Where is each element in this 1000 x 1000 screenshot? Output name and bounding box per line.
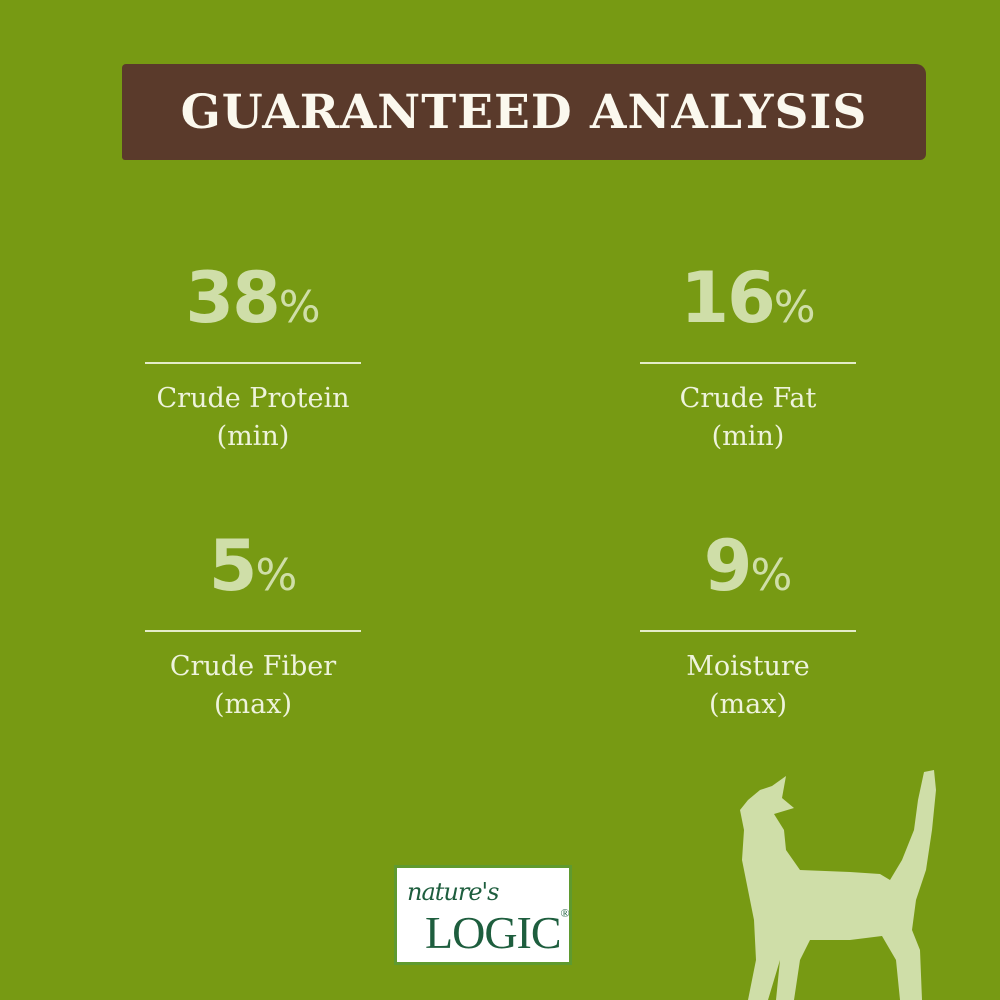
stat-qualifier: (min) (711, 421, 785, 452)
stat-qualifier: (max) (214, 689, 292, 720)
page-title: GUARANTEED ANALYSIS (180, 84, 868, 140)
divider (640, 362, 856, 364)
stat-value: 38% (185, 257, 321, 339)
stat-label: Crude Fat (679, 383, 817, 414)
logo-brand: LOGIC® (425, 906, 570, 958)
divider (640, 630, 856, 632)
stat-label: Moisture (686, 651, 810, 682)
cat-silhouette-icon (740, 770, 936, 1000)
stat-label: Crude Protein (156, 383, 350, 414)
stat-crude-fat: 16% Crude Fat (min) (618, 258, 878, 456)
stat-value: 5% (208, 525, 298, 607)
stat-crude-protein: 38% Crude Protein (min) (123, 258, 383, 456)
stat-moisture: 9% Moisture (max) (618, 526, 878, 724)
stat-crude-fiber: 5% Crude Fiber (max) (123, 526, 383, 724)
divider (145, 630, 361, 632)
stat-label: Crude Fiber (169, 651, 337, 682)
stat-value: 9% (703, 525, 793, 607)
stat-value: 16% (680, 257, 816, 339)
stat-qualifier: (max) (709, 689, 787, 720)
divider (145, 362, 361, 364)
title-banner: GUARANTEED ANALYSIS (122, 64, 926, 160)
stat-qualifier: (min) (216, 421, 290, 452)
natures-logic-logo: nature's LOGIC® (397, 868, 570, 962)
logo-script: nature's (407, 878, 499, 906)
